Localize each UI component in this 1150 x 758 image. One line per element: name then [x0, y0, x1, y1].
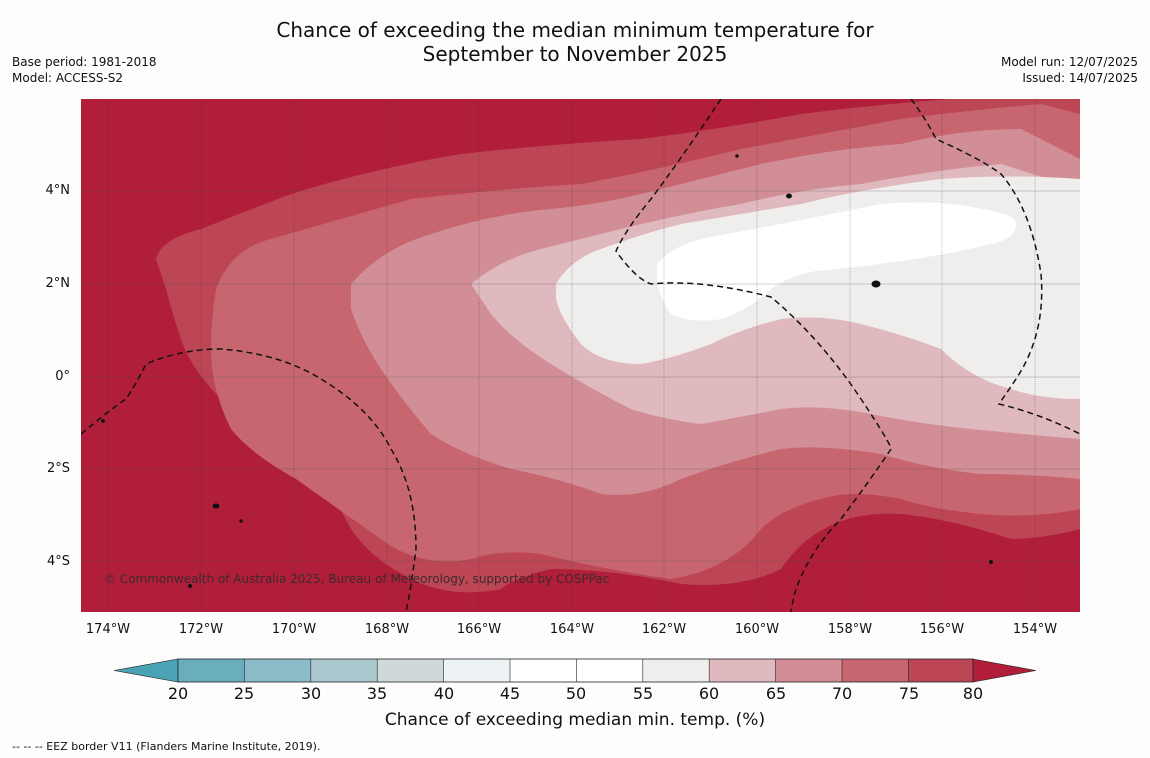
lon-label-158w: 158°W: [827, 622, 873, 637]
model-run: Model run: 12/07/2025: [1000, 55, 1138, 69]
base-period: Base period: 1981-2018: [12, 55, 157, 69]
meta-left: Base period: 1981-2018 Model: ACCESS-S2: [12, 54, 157, 86]
colorbar-over-arrow: [972, 658, 1037, 683]
colorbar-under-arrow: [113, 658, 179, 683]
colorbar-segment-35-40: [377, 659, 444, 682]
lon-label-154w: 154°W: [1012, 622, 1058, 637]
lon-gridlines: [107, 99, 1036, 612]
colorbar-segment-40-45: [443, 659, 510, 682]
colorbar-tick: 30: [300, 684, 322, 703]
lon-label-170w: 170°W: [271, 622, 317, 637]
map-title: Chance of exceeding the median minimum t…: [276, 18, 874, 66]
lon-label-156w: 156°W: [919, 622, 965, 637]
colorbar-tick: 20: [167, 684, 189, 703]
colorbar-outline: [177, 658, 974, 683]
lat-label-2s: 2°S: [46, 461, 70, 476]
lon-label-168w: 168°W: [364, 622, 410, 637]
colorbar-tick: 70: [831, 684, 853, 703]
probability-map: [81, 99, 1080, 612]
lon-label-162w: 162°W: [641, 622, 687, 637]
colorbar-segment-70-75: [842, 659, 909, 682]
colorbar-segment-25-30: [244, 659, 311, 682]
colorbar-tick: 35: [366, 684, 388, 703]
islands: [101, 154, 993, 588]
lon-label-174w: 174°W: [85, 622, 131, 637]
copyright-notice: © Commonwealth of Australia 2025, Bureau…: [104, 572, 610, 586]
colorbar: [113, 658, 1037, 683]
colorbar-segment-55-60: [642, 659, 710, 682]
colorbar-tick: 50: [565, 684, 587, 703]
colorbar-segment-75-80: [908, 659, 973, 682]
colorbar-tick: 75: [898, 684, 920, 703]
colorbar-tick: 25: [233, 684, 255, 703]
colorbar-segment-20-25: [178, 659, 245, 682]
colorbar-segment-65-70: [775, 659, 842, 682]
colorbar-segment-50-55: [576, 659, 643, 682]
colorbar-segment-60-65: [709, 659, 776, 682]
colorbar-segment-30-35: [310, 659, 378, 682]
colorbar-tick: 60: [698, 684, 720, 703]
meta-right: Model run: 12/07/2025 Issued: 14/07/2025: [1001, 54, 1138, 86]
colorbar-tick: 65: [765, 684, 787, 703]
colorbar-tick: 80: [962, 684, 984, 703]
colorbar-segment-45-50: [510, 659, 577, 682]
lon-label-160w: 160°W: [734, 622, 780, 637]
lat-gridlines: [81, 190, 1080, 562]
colorbar-tick: 40: [433, 684, 455, 703]
colorbar-tick: 55: [632, 684, 654, 703]
lat-label-0: 0°: [55, 369, 70, 384]
colorbar-label: Chance of exceeding median min. temp. (%…: [384, 710, 766, 730]
issued-date: Issued: 14/07/2025: [1022, 71, 1138, 85]
model-name: Model: ACCESS-S2: [12, 71, 124, 85]
lon-label-164w: 164°W: [549, 622, 595, 637]
colorbar-tick: 45: [499, 684, 521, 703]
lat-label-2n: 2°N: [45, 276, 71, 291]
eez-note: -- -- -- EEZ border V11 (Flanders Marine…: [12, 740, 321, 753]
lat-label-4n: 4°N: [45, 183, 71, 198]
lon-label-172w: 172°W: [178, 622, 224, 637]
lon-label-166w: 166°W: [456, 622, 502, 637]
lat-label-4s: 4°S: [46, 554, 70, 569]
eez-borders: [81, 99, 1080, 612]
